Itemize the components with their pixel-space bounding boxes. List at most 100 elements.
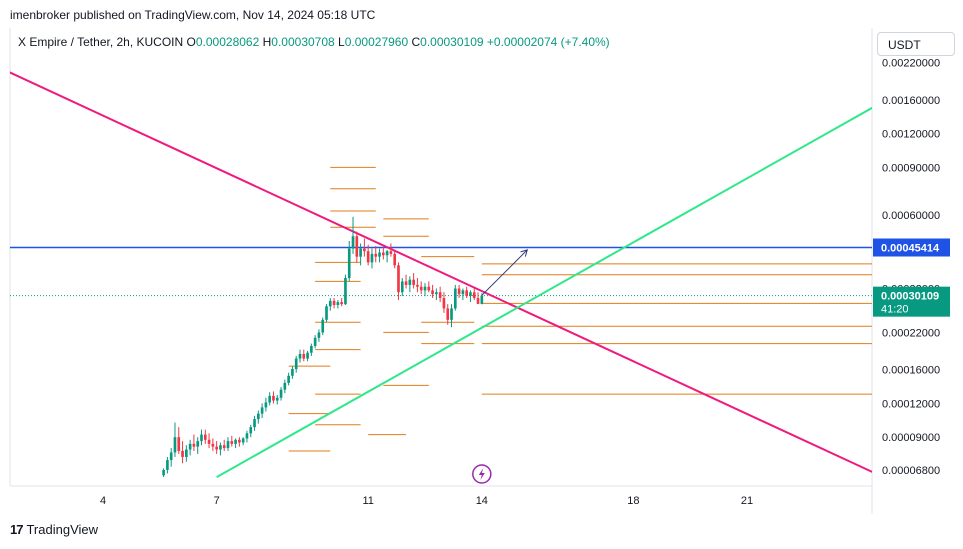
- candle: [400, 278, 404, 297]
- candle: [173, 422, 177, 457]
- candle-body: [200, 434, 203, 442]
- candle-body: [275, 397, 279, 401]
- candle: [241, 437, 245, 446]
- candle-body: [476, 298, 480, 304]
- candle-body: [457, 288, 461, 295]
- candle-body: [169, 452, 173, 461]
- candle-body: [366, 251, 370, 263]
- symbol-title[interactable]: X Empire / Tether, 2h, KUCOIN: [18, 35, 184, 49]
- candle: [321, 317, 325, 336]
- price-axis[interactable]: 0.00220000 0.00160000 0.00120000 0.00090000…: [873, 58, 950, 477]
- open-value: 0.00028062: [195, 35, 260, 49]
- close-value: 0.00030109: [420, 35, 484, 49]
- candle-body: [325, 306, 328, 320]
- tradingview-brand: TradingView: [26, 522, 99, 537]
- candle: [408, 276, 412, 293]
- candle-body: [173, 437, 177, 453]
- change-value: +0.00002074 (+7.40%): [486, 35, 610, 49]
- candle-body: [279, 389, 283, 398]
- candle: [196, 437, 200, 454]
- candle: [374, 245, 378, 263]
- candle-body: [393, 253, 397, 266]
- candle: [306, 350, 309, 362]
- high-label: H: [262, 35, 272, 49]
- candle-body: [450, 308, 453, 320]
- candle-body: [472, 292, 476, 299]
- candle-body: [310, 345, 313, 353]
- candle: [256, 410, 260, 424]
- candle-body: [408, 279, 412, 285]
- candle-body: [378, 252, 381, 257]
- candle: [431, 284, 434, 299]
- candle-body: [431, 290, 434, 295]
- overlays: [472, 249, 529, 484]
- ascending-trendline: [216, 106, 872, 478]
- candle: [166, 456, 169, 474]
- tradingview-footer[interactable]: 17 TradingView: [10, 522, 98, 537]
- candle: [404, 274, 408, 289]
- high-value: 0.00030708: [271, 35, 335, 49]
- candle-body: [211, 443, 215, 447]
- candle-body: [412, 279, 415, 285]
- candle: [260, 403, 264, 418]
- candle: [275, 394, 279, 405]
- candle: [211, 438, 215, 451]
- candle-body: [442, 298, 446, 309]
- candle-body: [226, 441, 230, 449]
- candle-body: [253, 419, 256, 428]
- candle-body: [196, 441, 200, 447]
- candle-body: [344, 278, 347, 305]
- candle-body: [382, 252, 385, 256]
- candle: [476, 292, 480, 305]
- candle: [412, 273, 415, 289]
- candle: [344, 274, 347, 306]
- candle-body: [219, 445, 222, 450]
- candle: [355, 231, 359, 263]
- last-price-badge: [873, 286, 950, 317]
- candle: [363, 238, 366, 257]
- candle: [188, 439, 192, 456]
- price-tick-label: 0.00220000: [882, 58, 940, 70]
- ohlc-legend: X Empire / Tether, 2h, KUCOIN O0.0002806…: [18, 35, 610, 49]
- lightning-icon: [478, 468, 485, 480]
- candle-body: [234, 439, 237, 444]
- candle-body: [332, 300, 336, 306]
- candle: [385, 249, 389, 263]
- candle: [393, 251, 397, 269]
- candle-body: [181, 450, 184, 457]
- candle: [435, 288, 438, 301]
- candle-body: [423, 286, 427, 291]
- candle: [245, 430, 249, 443]
- candle-body: [313, 337, 317, 346]
- candle: [272, 391, 275, 404]
- time-tick-label: 14: [476, 495, 488, 507]
- candle-body: [245, 433, 249, 439]
- candle: [370, 248, 374, 269]
- candle: [249, 424, 253, 438]
- candle-body: [427, 286, 431, 291]
- candle-body: [192, 443, 196, 447]
- candle-body: [207, 439, 211, 444]
- time-axis[interactable]: 4 7 11 14 18 21: [100, 495, 753, 507]
- candle: [469, 290, 472, 303]
- currency-selector-button[interactable]: USDT: [877, 32, 955, 56]
- candle: [351, 216, 355, 254]
- publisher-line: imenbroker published on TradingView.com,…: [10, 8, 376, 22]
- candle: [302, 349, 306, 362]
- low-label: L: [338, 35, 345, 49]
- candle-body: [188, 443, 192, 450]
- candle: [238, 437, 241, 447]
- candle: [340, 298, 343, 307]
- candle-body: [438, 292, 442, 299]
- candle: [177, 427, 181, 454]
- candle: [438, 286, 442, 303]
- candle-body: [446, 308, 450, 320]
- candle-body: [249, 427, 253, 434]
- projection-arrow: [481, 249, 528, 296]
- candle: [215, 441, 218, 454]
- trendlines: [10, 71, 872, 478]
- candle-body: [355, 236, 359, 257]
- candle-body: [465, 290, 468, 297]
- candle: [291, 366, 294, 379]
